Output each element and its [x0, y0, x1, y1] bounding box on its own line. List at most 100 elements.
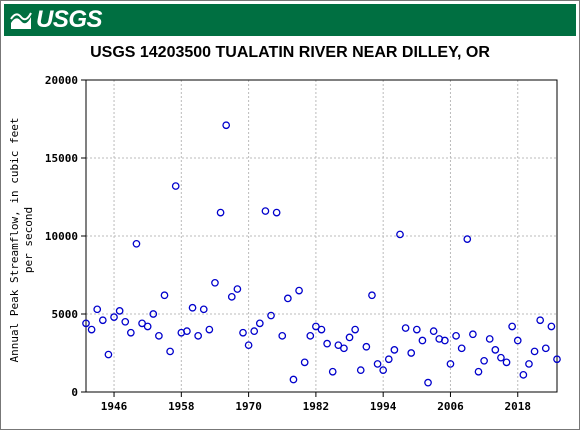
axis-ticks: 0 5000 10000 15000 20000 1946 1958 1970 1982 1994… — [45, 74, 531, 413]
data-point[interactable] — [160, 291, 169, 300]
usgs-logo[interactable]: USGS — [10, 6, 103, 33]
data-point[interactable] — [132, 239, 141, 248]
x-tick-label: 1958 — [168, 400, 195, 413]
data-point[interactable] — [312, 322, 320, 331]
data-point[interactable] — [205, 325, 214, 334]
y-axis-title-line: Annual Peak Streamflow, in cubic feet — [8, 117, 21, 362]
data-point[interactable] — [284, 294, 292, 303]
data-point[interactable] — [457, 344, 466, 353]
data-point[interactable] — [216, 208, 225, 217]
data-point[interactable] — [267, 311, 275, 320]
x-tick-label: 2018 — [505, 400, 532, 413]
y-tick-label: 5000 — [52, 308, 79, 321]
data-point[interactable] — [390, 346, 399, 354]
data-point[interactable] — [412, 325, 421, 334]
data-point[interactable] — [183, 327, 191, 336]
data-point[interactable] — [115, 307, 124, 315]
data-point[interactable] — [93, 305, 102, 314]
data-point[interactable] — [441, 336, 449, 345]
grid-lines — [86, 79, 557, 393]
data-point[interactable] — [306, 331, 315, 340]
chart-title: USGS 14203500 TUALATIN RIVER NEAR DILLEY… — [90, 44, 490, 61]
data-point[interactable] — [138, 319, 146, 328]
data-point[interactable] — [351, 325, 359, 334]
data-point[interactable] — [384, 355, 393, 364]
data-point[interactable] — [261, 207, 270, 215]
data-point[interactable] — [368, 291, 376, 300]
data-point[interactable] — [239, 328, 247, 337]
data-point[interactable] — [278, 331, 287, 340]
data-points — [82, 121, 561, 387]
data-point[interactable] — [110, 313, 118, 321]
data-point[interactable] — [508, 322, 516, 331]
data-point[interactable] — [513, 336, 522, 345]
data-point[interactable] — [82, 319, 90, 328]
data-point[interactable] — [446, 360, 455, 368]
x-tick-label: 1994 — [370, 400, 397, 413]
data-point[interactable] — [143, 322, 152, 331]
data-point[interactable] — [295, 286, 303, 295]
data-point[interactable] — [502, 358, 511, 367]
data-point[interactable] — [233, 285, 242, 293]
data-point[interactable] — [188, 303, 197, 312]
data-point[interactable] — [362, 342, 371, 351]
data-point[interactable] — [429, 327, 438, 336]
data-point[interactable] — [530, 347, 539, 356]
data-point[interactable] — [127, 328, 135, 337]
data-point[interactable] — [121, 317, 130, 326]
data-point[interactable] — [536, 316, 545, 325]
x-tick-label: 1946 — [101, 400, 128, 413]
data-point[interactable] — [401, 324, 410, 332]
data-point[interactable] — [373, 360, 382, 368]
data-point[interactable] — [491, 346, 500, 354]
data-point[interactable] — [345, 333, 354, 342]
data-point[interactable] — [227, 292, 236, 301]
data-point[interactable] — [155, 331, 163, 340]
data-point[interactable] — [87, 325, 96, 334]
data-point[interactable] — [469, 330, 477, 339]
data-point[interactable] — [194, 331, 202, 340]
data-point[interactable] — [289, 375, 298, 384]
x-tick-label: 1970 — [235, 400, 262, 413]
data-point[interactable] — [519, 370, 528, 379]
data-point[interactable] — [149, 310, 158, 318]
x-tick-label: 1982 — [303, 400, 330, 413]
data-point[interactable] — [407, 349, 416, 357]
data-point[interactable] — [497, 353, 505, 362]
data-point[interactable] — [171, 182, 180, 190]
data-point[interactable] — [334, 341, 343, 350]
data-point[interactable] — [485, 335, 494, 343]
data-point[interactable] — [222, 121, 231, 130]
data-point[interactable] — [474, 367, 483, 376]
data-point[interactable] — [452, 331, 460, 340]
data-point[interactable] — [272, 208, 281, 217]
data-point[interactable] — [418, 336, 427, 345]
data-point[interactable] — [328, 367, 337, 376]
usgs-wave-icon — [10, 12, 32, 29]
data-point[interactable] — [356, 366, 365, 375]
data-point[interactable] — [199, 305, 208, 314]
data-point[interactable] — [104, 350, 113, 359]
data-point[interactable] — [211, 278, 219, 287]
data-point[interactable] — [547, 322, 556, 331]
data-point[interactable] — [424, 378, 432, 387]
data-point[interactable] — [480, 356, 488, 365]
data-point[interactable] — [396, 230, 404, 239]
data-point[interactable] — [166, 347, 174, 356]
data-point[interactable] — [379, 366, 388, 375]
data-point[interactable] — [98, 316, 107, 325]
data-point[interactable] — [463, 235, 472, 243]
data-point[interactable] — [553, 355, 561, 364]
data-point[interactable] — [244, 341, 253, 350]
data-point[interactable] — [300, 358, 309, 367]
y-axis-title-line: per second — [22, 207, 35, 273]
y-axis-title: Annual Peak Streamflow, in cubic feet per… — [8, 117, 35, 362]
data-point[interactable] — [340, 344, 348, 353]
data-point[interactable] — [541, 344, 550, 353]
data-point[interactable] — [525, 360, 533, 368]
data-point[interactable] — [250, 327, 259, 336]
data-point[interactable] — [317, 325, 326, 334]
data-point[interactable] — [255, 319, 264, 328]
data-point[interactable] — [323, 339, 331, 348]
